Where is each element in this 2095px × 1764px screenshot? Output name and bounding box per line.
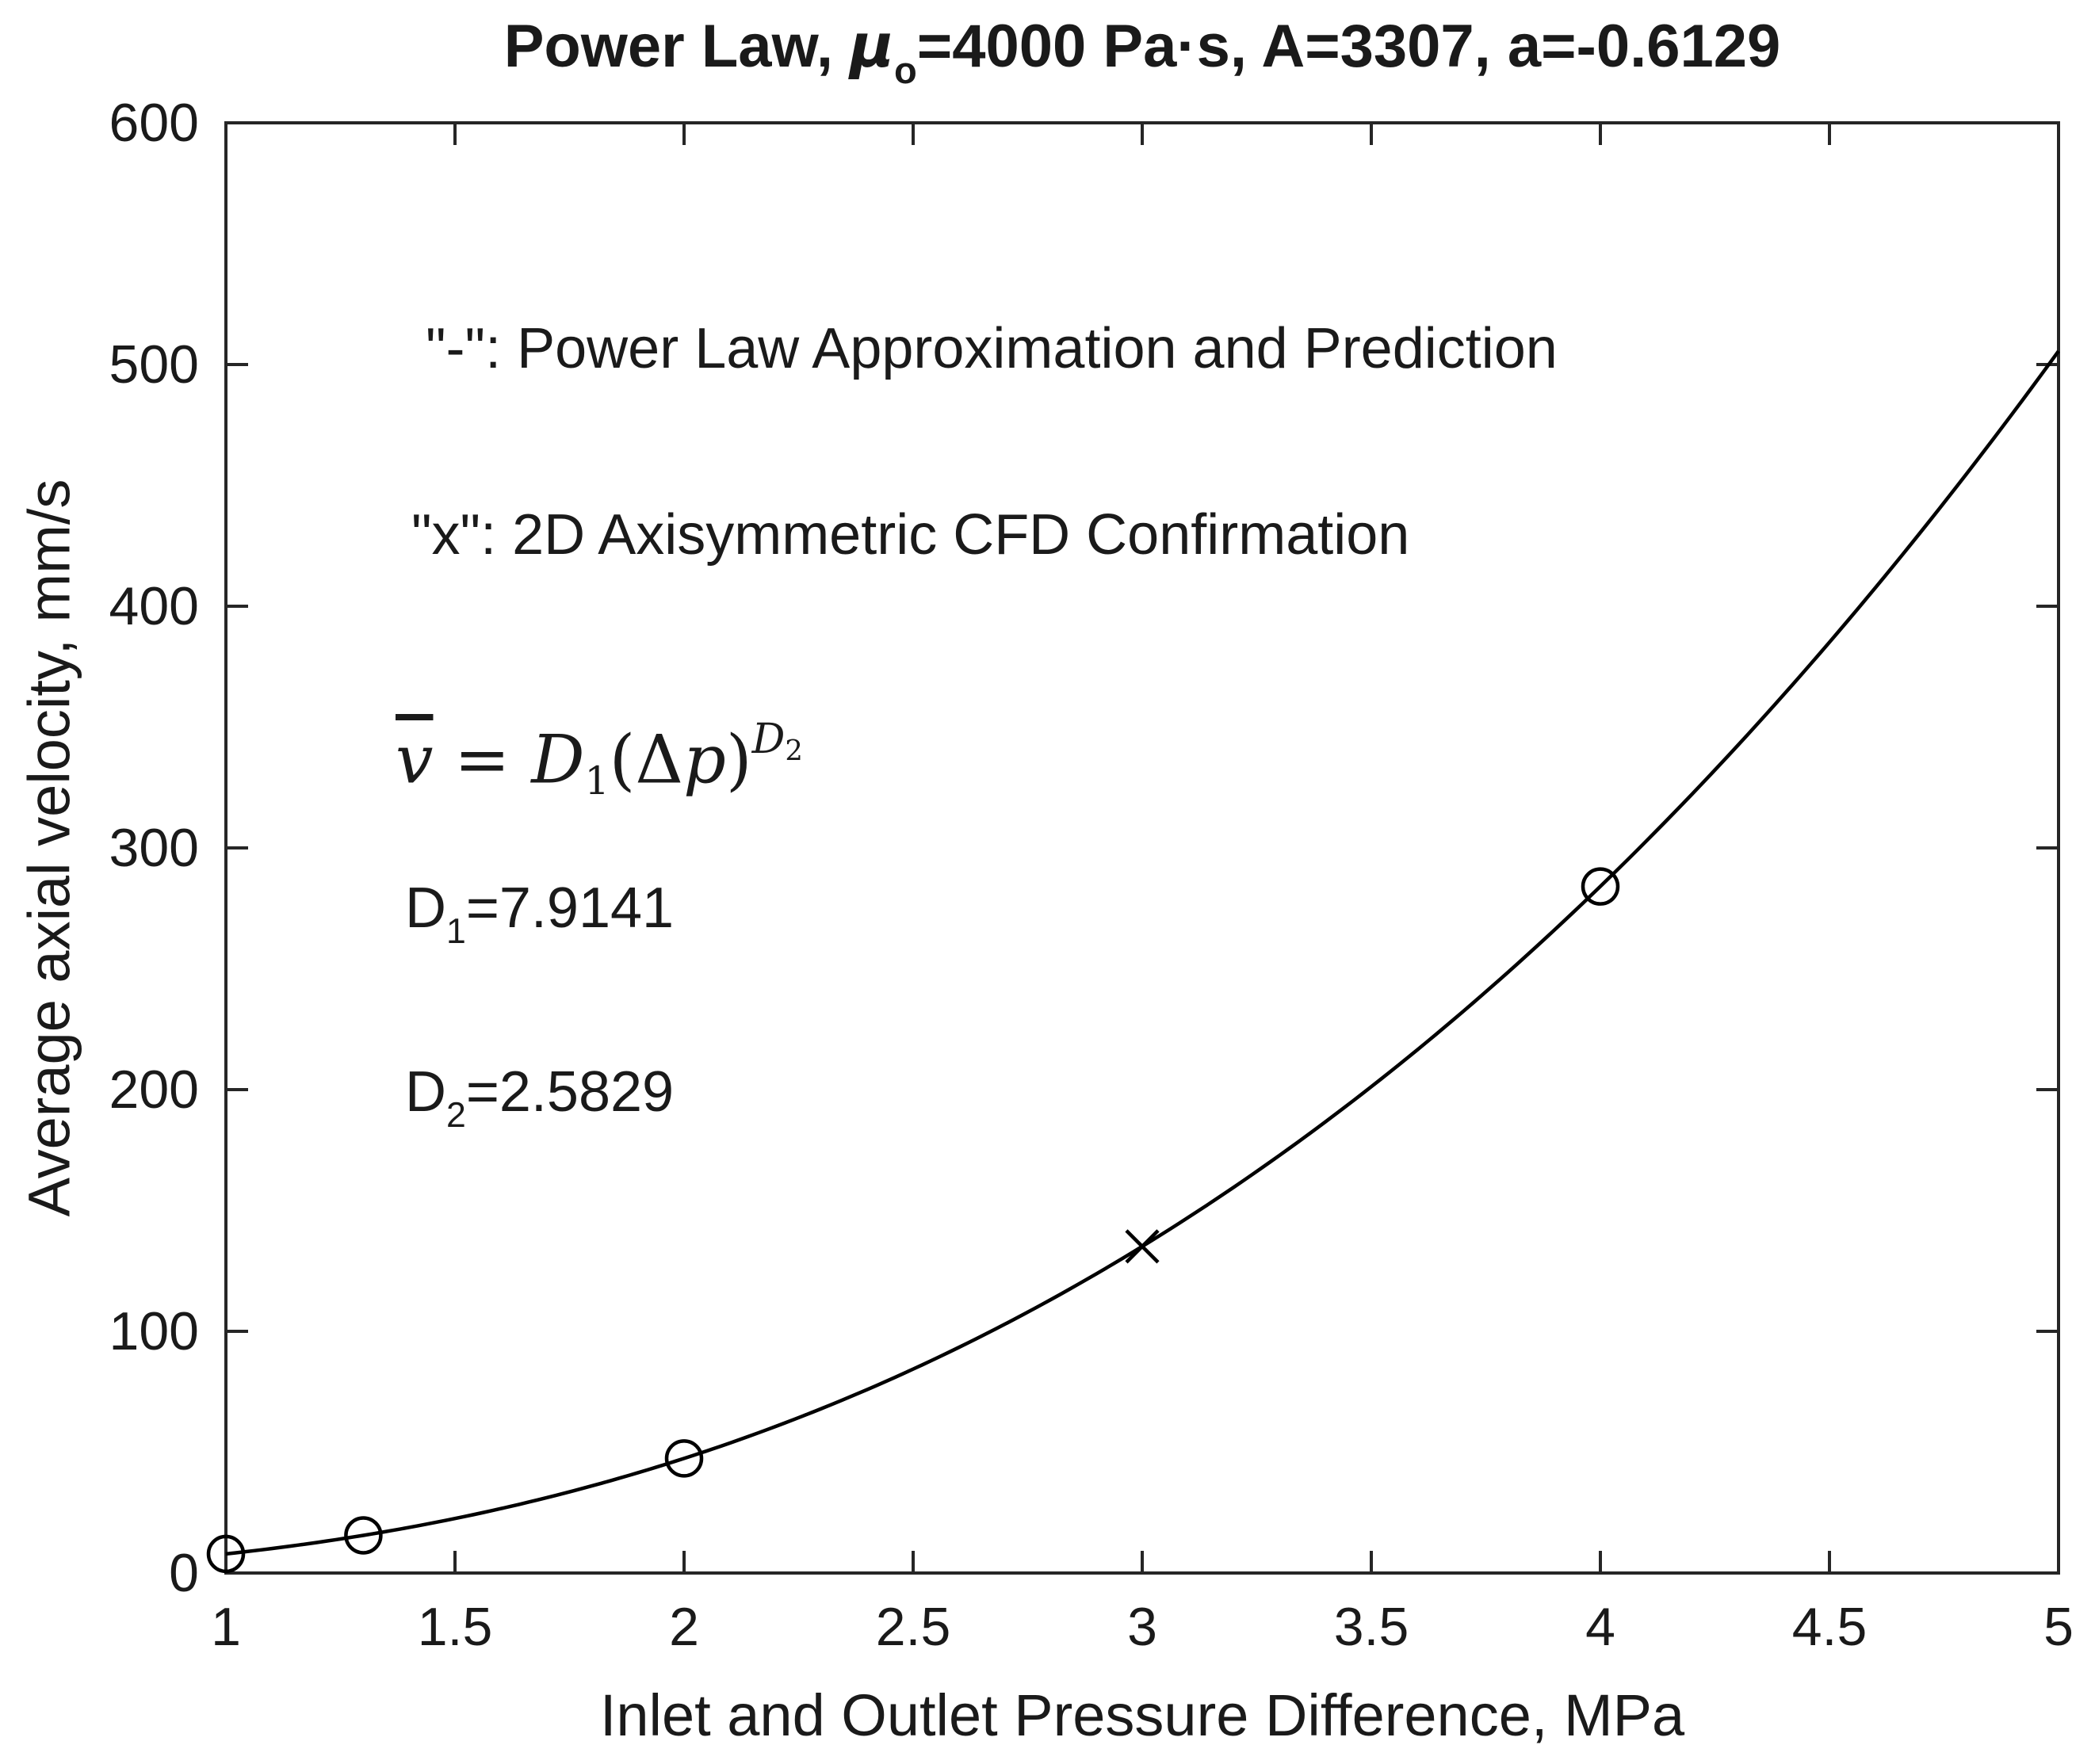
circle-marker xyxy=(664,1439,704,1478)
x-tick-label: 4 xyxy=(1585,1597,1615,1657)
x-tick-label: 2.5 xyxy=(875,1597,951,1657)
exponent: D2 xyxy=(751,716,803,767)
d1-param-base: D xyxy=(405,876,446,940)
x-tick-label: 4.5 xyxy=(1791,1597,1868,1657)
d2-param-sub: 2 xyxy=(446,1096,466,1136)
d2-parameter: D2=2.5829 xyxy=(405,1060,674,1147)
d1-subscript: 1 xyxy=(584,759,610,804)
x-tick-label: 3.5 xyxy=(1333,1597,1409,1657)
y-tick-label: 600 xyxy=(109,93,199,153)
circle-marker xyxy=(1581,867,1620,906)
mu-symbol: μ xyxy=(850,10,895,81)
right-paren: ) xyxy=(725,720,752,799)
x-axis-label: Inlet and Outlet Pressure Difference, MP… xyxy=(599,1682,1685,1748)
title-text-prefix: Power Law, xyxy=(503,13,851,80)
legend-marker-annotation: "x": 2D Axisymmetric CFD Confirmation xyxy=(411,503,1410,567)
circle-marker xyxy=(344,1516,383,1555)
d2-symbol: D xyxy=(751,716,786,763)
d1-parameter: D1=7.9141 xyxy=(405,876,674,964)
y-tick-label: 200 xyxy=(109,1060,199,1120)
x-marker xyxy=(1125,1229,1160,1264)
d2-subscript: 2 xyxy=(785,734,803,767)
d1-param-value: =7.9141 xyxy=(465,876,675,940)
circle-marker xyxy=(206,1534,246,1574)
power-law-equation: v = D1(Δp)D2 xyxy=(396,696,803,825)
x-tick-label: 3 xyxy=(1127,1597,1157,1657)
v-bar: v xyxy=(396,720,434,799)
d2-param-base: D xyxy=(405,1060,446,1124)
title-text-suffix: =4000 Pa·s, A=3307, a=-0.6129 xyxy=(916,13,1781,80)
chart-title: Power Law, μo=4000 Pa·s, A=3307, a=-0.61… xyxy=(226,11,2059,92)
mu-subscript: o xyxy=(894,49,917,92)
y-tick-label: 0 xyxy=(169,1543,199,1603)
p-symbol: p xyxy=(683,720,726,799)
plot-area xyxy=(206,121,2060,1575)
x-tick-label: 5 xyxy=(2043,1597,2074,1657)
y-tick-label: 300 xyxy=(109,818,199,878)
d1-param-sub: 1 xyxy=(446,912,466,952)
d2-param-value: =2.5829 xyxy=(465,1060,675,1124)
d1-symbol: D xyxy=(531,720,585,799)
delta-symbol: Δ xyxy=(635,720,684,799)
equals-sign: = xyxy=(433,720,532,799)
x-tick-label: 1 xyxy=(211,1597,241,1657)
y-tick-label: 100 xyxy=(109,1301,199,1361)
y-tick-label: 400 xyxy=(109,576,199,636)
legend-line-annotation: "-": Power Law Approximation and Predict… xyxy=(426,317,1558,380)
left-paren: ( xyxy=(609,720,636,799)
x-tick-label: 2 xyxy=(669,1597,699,1657)
x-tick-label: 1.5 xyxy=(417,1597,493,1657)
y-tick-label: 500 xyxy=(109,334,199,395)
